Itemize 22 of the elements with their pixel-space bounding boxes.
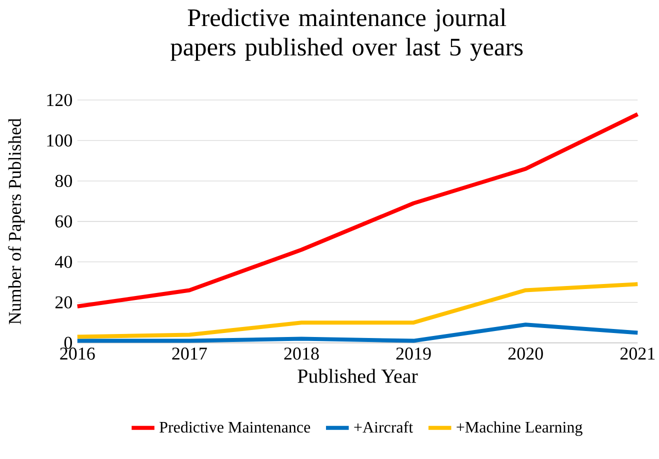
y-tick-label: 40 [55, 256, 72, 268]
chart-title: Predictive maintenance journal papers published over last 5 years [170, 8, 523, 61]
y-tick-label: 20 [55, 296, 72, 308]
line-series [75, 282, 640, 339]
legend-label: Predictive Maintenance [160, 421, 310, 433]
line-series [75, 112, 640, 308]
x-tick-label: 2020 [508, 348, 543, 360]
legend-label: +Machine Learning [456, 421, 582, 436]
x-tick-label: 2016 [60, 348, 95, 360]
x-tick-label: 2018 [284, 348, 319, 360]
legend-label: +Aircraft [354, 421, 414, 433]
x-tick-label: 2019 [396, 348, 431, 360]
y-axis-title: Number of Papers Published [8, 118, 25, 324]
line-series [75, 322, 640, 343]
x-tick-label: 2021 [620, 348, 655, 360]
y-tick-label: 0 [64, 336, 72, 349]
x-tick-label: 2017 [172, 348, 207, 360]
y-tick-label: 80 [55, 174, 72, 188]
y-tick-label: 120 [47, 94, 72, 106]
y-tick-label: 60 [55, 215, 72, 228]
x-axis-title: Published Year [298, 368, 418, 383]
y-tick-label: 100 [47, 134, 72, 147]
